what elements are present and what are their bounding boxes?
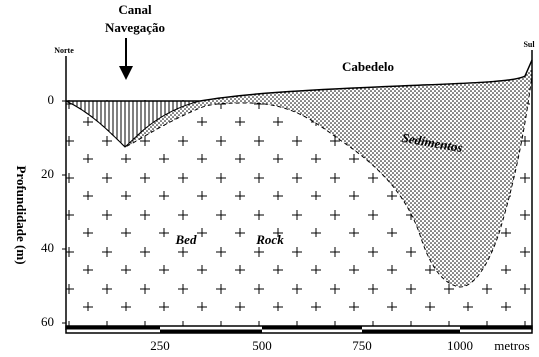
y-tick-label: 40 [41, 240, 54, 255]
scale-bar [66, 326, 532, 333]
x-tick-label: 250 [150, 338, 170, 353]
sul-label: Sul [523, 40, 535, 49]
x-tick-label: 1000 [447, 338, 473, 353]
cross-section-diagram: 0 20 40 60 Profundidade (m) 250 500 750 … [0, 0, 539, 357]
arrow-head [119, 66, 133, 80]
y-tick-label: 60 [41, 314, 54, 329]
norte-label: Norte [54, 46, 74, 55]
cabedelo-label: Cabedelo [342, 59, 394, 74]
y-tick-label: 0 [48, 92, 55, 107]
x-tick-label: 500 [252, 338, 272, 353]
y-tick-label: 20 [41, 166, 54, 181]
canal-label: Canal [118, 2, 152, 17]
navegacao-label: Navegação [105, 20, 165, 35]
x-axis-unit: metros [494, 338, 529, 353]
y-axis-title: Profundidade (m) [14, 165, 29, 264]
x-tick-label: 750 [352, 338, 372, 353]
bed-label: Bed [175, 232, 197, 247]
rock-label: Rock [255, 232, 284, 247]
